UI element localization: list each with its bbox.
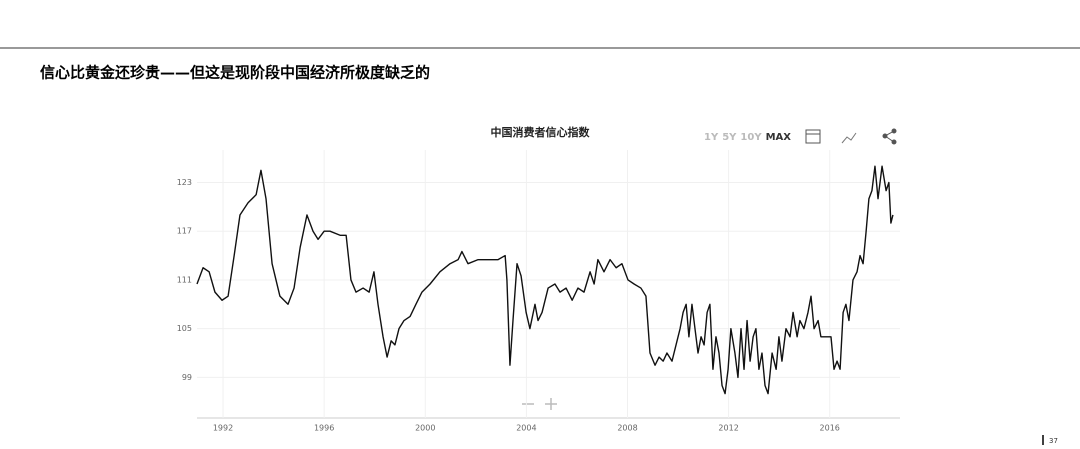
range-button[interactable]: MAX	[766, 132, 792, 143]
x-tick-label: 1996	[314, 424, 334, 433]
share-icon[interactable]	[882, 128, 897, 145]
page-number: 37	[1049, 437, 1058, 445]
range-button[interactable]: 1Y	[704, 132, 719, 143]
x-tick-label: 2000	[415, 424, 435, 433]
y-tick-label: 123	[177, 178, 192, 187]
range-button[interactable]: 5Y	[722, 132, 737, 143]
x-tick-label: 2004	[516, 424, 536, 433]
range-button[interactable]: 10Y	[740, 132, 762, 143]
x-tick-label: 2016	[820, 424, 840, 433]
x-tick-label: 1992	[213, 424, 233, 433]
x-tick-label: 2012	[718, 424, 738, 433]
slide-title: 信心比黄金还珍贵——但这是现阶段中国经济所极度缺乏的	[40, 64, 430, 82]
x-tick-label: 2008	[617, 424, 637, 433]
y-tick-label: 99	[182, 373, 192, 382]
y-tick-label: 105	[177, 324, 192, 333]
chart-title: 中国消费者信心指数	[491, 125, 591, 139]
zoom-in[interactable]	[545, 398, 557, 410]
range-controls: 1Y 5Y 10Y MAX	[704, 132, 791, 143]
chart-type-icon[interactable]	[841, 132, 857, 144]
y-tick-label: 111	[177, 275, 192, 284]
calendar-icon[interactable]	[805, 129, 821, 144]
y-tick-label: 117	[177, 227, 192, 236]
data-line	[196, 165, 894, 395]
